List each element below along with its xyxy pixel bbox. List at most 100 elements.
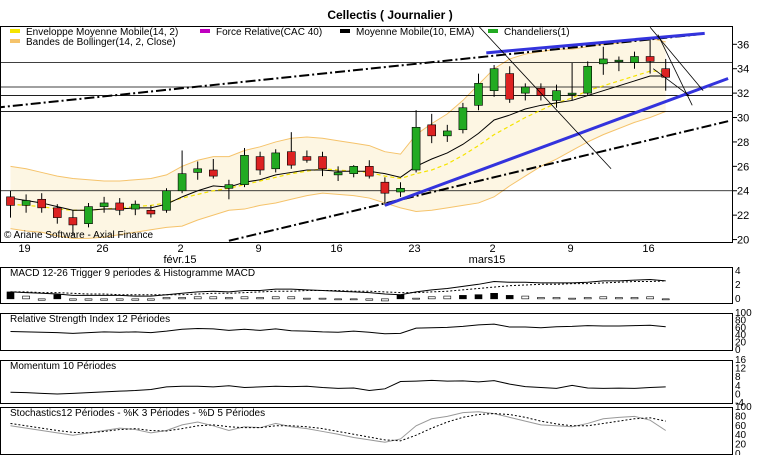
macd-histogram-bar xyxy=(162,297,171,300)
indicator-panels: MACD 12-26 Trigger 9 periodes & Histogra… xyxy=(0,266,752,455)
macd-histogram-bar xyxy=(22,295,30,300)
panel-y-tick-label: 16 xyxy=(735,355,747,366)
x-tick-label: 2 xyxy=(177,243,183,255)
macd-histogram-bar xyxy=(334,298,342,301)
macd-histogram-bar xyxy=(521,295,530,300)
candle-body xyxy=(193,168,202,173)
rsi-line xyxy=(10,323,666,335)
candle-body xyxy=(6,196,15,206)
trendline xyxy=(486,31,705,55)
panel-y-tick-label: 4 xyxy=(735,266,741,277)
panel-y-tick-label: -4 xyxy=(735,398,744,409)
legend-item-label: Moyenne Mobile(10, EMA) xyxy=(356,27,474,38)
candle-body xyxy=(255,156,265,171)
candle-body xyxy=(286,151,296,166)
macd-line xyxy=(10,278,666,297)
trendline xyxy=(0,33,698,109)
candle-body xyxy=(37,198,47,209)
macd-histogram-bar xyxy=(381,298,389,302)
macd-histogram-bar xyxy=(100,298,108,301)
macd-histogram-bar xyxy=(599,296,608,300)
panel-y-tick-label: 80 xyxy=(735,411,747,422)
macd-histogram-bar xyxy=(240,296,249,300)
candle-body xyxy=(52,207,62,218)
panel-title: MACD 12-26 Trigger 9 periodes & Histogra… xyxy=(10,268,255,279)
x-tick-label: 9 xyxy=(255,243,261,255)
legend-swatch xyxy=(10,39,20,43)
macd-histogram-bar xyxy=(287,296,296,300)
stochastic-d-line xyxy=(10,413,666,442)
panel-y-tick-label: 80 xyxy=(735,315,747,326)
macd-histogram-bar xyxy=(630,297,639,300)
panel-y-tick-label: 0 xyxy=(735,294,741,305)
legend-item-label: Bandes de Bollinger(14, 2, Close) xyxy=(26,37,176,48)
legend-swatch xyxy=(200,29,210,33)
watermark: © Ariane Software - Axial Finance xyxy=(4,230,154,241)
candle-body xyxy=(458,107,468,131)
candle-body xyxy=(302,156,312,161)
legend-swatch xyxy=(340,29,350,33)
macd-histogram-bar xyxy=(131,298,140,301)
x-tick-label: 16 xyxy=(642,243,654,255)
stochastics-panel: Stochastics12 Périodes - %K 3 Périodes -… xyxy=(0,402,752,455)
candle-body xyxy=(240,155,249,185)
candle-body xyxy=(505,73,515,100)
macd-histogram-bar xyxy=(568,297,576,300)
candle-body xyxy=(396,188,405,193)
candle-body xyxy=(598,58,608,65)
trendline xyxy=(384,77,729,207)
candle-body xyxy=(209,169,218,177)
candle-body xyxy=(645,56,655,62)
panel-y-tick-label: 0 xyxy=(735,345,741,356)
candle-body xyxy=(224,184,234,189)
candle-body xyxy=(380,181,390,194)
stochastic-k-line xyxy=(10,411,666,443)
panel-title: Stochastics12 Périodes - %K 3 Périodes -… xyxy=(10,408,265,419)
panel-y-tick-label: 20 xyxy=(735,338,747,349)
candle-body xyxy=(146,209,156,215)
y-tick-label: 32 xyxy=(737,88,749,100)
x-tick-label: 2 xyxy=(489,243,495,255)
candle-body xyxy=(271,152,281,170)
panel-y-tick-label: 0 xyxy=(735,449,741,455)
panel-y-tick-label: 8 xyxy=(735,372,741,383)
panel-title: Relative Strength Index 12 Périodes xyxy=(10,314,170,325)
macd-histogram-bar xyxy=(209,296,218,300)
x-tick-label: 19 xyxy=(18,243,30,255)
macd-histogram-bar xyxy=(303,297,311,300)
candle-body xyxy=(536,87,546,96)
trendline xyxy=(228,120,729,242)
macd-histogram-bar xyxy=(84,298,93,301)
x-tick-label: 26 xyxy=(96,243,108,255)
x-tick-label: 9 xyxy=(567,243,573,255)
rsi-panel: Relative Strength Index 12 Périodes 10080… xyxy=(0,308,752,356)
macd-histogram-bar xyxy=(615,297,623,300)
momentum-line xyxy=(10,379,666,395)
panel-y-tick-label: 40 xyxy=(735,430,747,441)
macd-histogram-bar xyxy=(365,298,374,301)
month-label: mars15 xyxy=(469,254,506,266)
macd-histogram-bar xyxy=(37,298,46,301)
macd-histogram-bar xyxy=(646,296,654,300)
price-panel-frame xyxy=(0,26,733,243)
panel-y-tick-label: 0 xyxy=(735,389,741,400)
panel-y-tick-label: 12 xyxy=(735,364,747,375)
macd-histogram-bar xyxy=(427,296,436,300)
legend: Enveloppe Moyenne Mobile(14, 2) Force Rel… xyxy=(10,27,570,48)
macd-panel: MACD 12-26 Trigger 9 periodes & Histogra… xyxy=(0,266,741,305)
candle-body xyxy=(84,206,93,224)
candle-body xyxy=(474,83,483,106)
panel-y-tick-label: 60 xyxy=(735,323,747,334)
candle-body xyxy=(583,65,593,94)
macd-histogram-bar xyxy=(178,297,186,300)
panel-frame xyxy=(0,407,733,455)
candle-body xyxy=(177,173,187,192)
panel-y-tick-label: 4 xyxy=(735,381,741,392)
candle-body xyxy=(520,86,530,94)
trendline xyxy=(652,68,690,96)
candle-body xyxy=(99,202,109,207)
macd-histogram-bar xyxy=(256,297,264,300)
macd-histogram-bar xyxy=(69,298,77,301)
candle-body xyxy=(115,202,124,211)
